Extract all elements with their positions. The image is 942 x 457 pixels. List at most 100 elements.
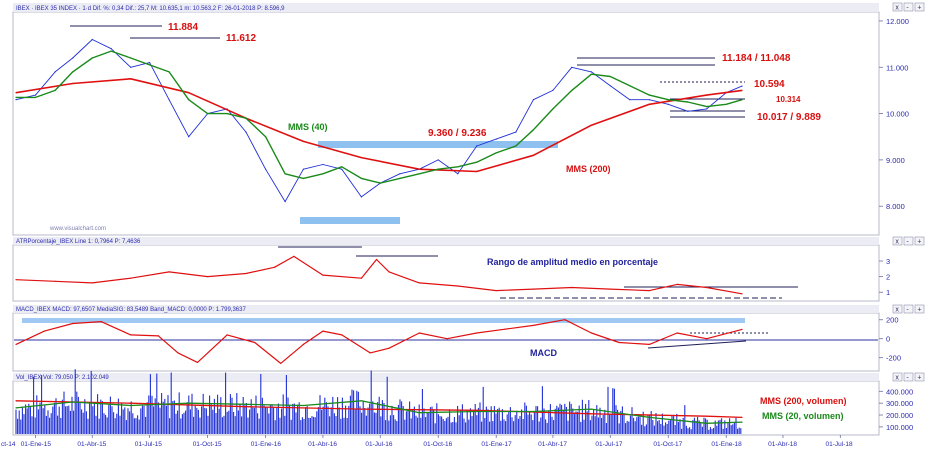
price-series-2-point (667, 99, 669, 101)
price-series-2-point (265, 136, 267, 138)
price-series-0-point (552, 89, 554, 91)
panel-2-button-1[interactable]: - (903, 304, 914, 314)
macd-series-0-point (177, 352, 179, 354)
window-button-frame (903, 236, 914, 246)
price-series-0-point (130, 66, 132, 68)
volume-series-0-line (15, 400, 743, 419)
panel-1-button-1[interactable]: - (903, 236, 914, 246)
price-series-0-point (687, 110, 689, 112)
label-mms20-volume: MMS (20, volumen) (762, 411, 844, 421)
panel-3-button-0[interactable]: x (892, 372, 903, 382)
volume-series-0-point (706, 415, 708, 417)
volume-header-text: Vol_IBEX Vol: 79.050 P: 2.102.049 (16, 375, 109, 381)
macd-series-0-point (341, 334, 343, 336)
price-series-1-line (15, 78, 743, 173)
price-series-2-point (741, 99, 743, 101)
price-series-2-point (706, 106, 708, 108)
price-series-2-point (687, 101, 689, 103)
macd-series-0-point (72, 322, 74, 325)
volume-series-1-point (15, 407, 17, 409)
volume-series-0-point (245, 406, 247, 408)
price-series-0-point (399, 173, 401, 175)
price-series-2-point (91, 57, 93, 59)
label-10017-9889: 10.017 / 9.889 (757, 112, 821, 123)
macd-series-0-point (446, 338, 448, 340)
panel-2-button-2[interactable]: + (914, 304, 925, 314)
price-series-0-point (341, 168, 343, 170)
window-button-label: x (895, 5, 899, 12)
panel-0-button-2[interactable]: + (914, 2, 925, 12)
window-button-frame (892, 304, 903, 314)
x-tick-label: 01-Abr-16 (308, 441, 337, 448)
macd-series-0-point (590, 332, 593, 334)
macd-series-0-point (369, 352, 371, 354)
price-series-2-point (188, 99, 190, 101)
label-11184-11048: 11.184 / 11.048 (722, 53, 791, 64)
x-tick-label: ct-14 (1, 441, 16, 448)
price-series-1-point (15, 92, 17, 94)
label-atr: Rango de amplitud medio en porcentaje (487, 257, 658, 267)
price-series-0-point (322, 163, 324, 166)
price-series-2-point (629, 85, 631, 87)
price-series-2-point (15, 96, 17, 98)
window-button-label: - (906, 307, 909, 314)
x-tick-label: 01-Ene-17 (481, 441, 512, 448)
panel-1-button-2[interactable]: + (914, 236, 925, 246)
panel-2-button-0[interactable]: x (892, 304, 903, 314)
price-series-0-point (706, 108, 708, 110)
macd-series-0-point (504, 328, 506, 330)
volume-series-0-point (476, 409, 478, 411)
atr-ytick-label: 1 (886, 288, 890, 297)
price-series-1-point (476, 170, 478, 173)
volume-header-bar (13, 373, 879, 381)
price-series-2-point (725, 103, 727, 105)
price-ytick-label: 12.000 (886, 17, 909, 26)
price-series-2-point (34, 96, 37, 98)
volume-series-0-point (360, 408, 362, 410)
price-series-0-point (741, 85, 743, 87)
macd-ytick-label: 200 (886, 316, 899, 325)
volume-ytick-label: 200.000 (886, 411, 913, 420)
macd-series-0-point (130, 334, 132, 336)
atr-series-0-point (273, 266, 275, 268)
atr-series-0-point (457, 285, 459, 287)
volume-series-1-point (418, 412, 420, 414)
atr-ytick-label: 3 (886, 257, 890, 266)
price-series-1-point (72, 82, 74, 85)
atr-ytick-label: 2 (886, 273, 890, 282)
volume-series-0-point (590, 413, 593, 415)
price-series-2-point (322, 173, 324, 175)
volume-series-1-point (741, 421, 743, 423)
atr-series-0-point (322, 274, 324, 276)
price-ytick-label: 9.000 (886, 156, 905, 165)
price-series-0-point (571, 66, 573, 68)
panel-3-button-1[interactable]: - (903, 372, 914, 382)
price-series-2-point (168, 71, 170, 73)
price-series-2-point (360, 177, 362, 179)
panel-3-button-2[interactable]: + (914, 372, 925, 382)
price-series-2-point (207, 113, 209, 115)
volume-series-1-point (706, 422, 708, 424)
atr-series-0-point (245, 272, 247, 275)
price-series-1-point (130, 78, 132, 80)
price-ytick-label: 8.000 (886, 202, 905, 211)
atr-series-0-point (388, 271, 390, 273)
macd-series-0-point (418, 332, 420, 334)
atr-level-lines (278, 246, 798, 299)
panel-0-button-0[interactable]: x (892, 2, 903, 12)
price-series-2-point (149, 64, 151, 66)
x-tick-label: 01-Jul-17 (595, 441, 622, 448)
volume-series-1-point (188, 402, 190, 404)
window-button-frame (892, 372, 903, 382)
atr-series-0-point (207, 276, 209, 278)
macd-series-0-point (322, 330, 324, 332)
panel-1-button-0[interactable]: x (892, 236, 903, 246)
macd-series-0-line (15, 319, 743, 364)
macd-ytick-label: 0 (886, 335, 890, 344)
macd-series-0-point (648, 343, 651, 345)
volume-series-1-point (245, 403, 247, 405)
panel-0-button-1[interactable]: - (903, 2, 914, 12)
window-button-frame (914, 304, 925, 314)
atr-series-0-point (91, 282, 93, 284)
